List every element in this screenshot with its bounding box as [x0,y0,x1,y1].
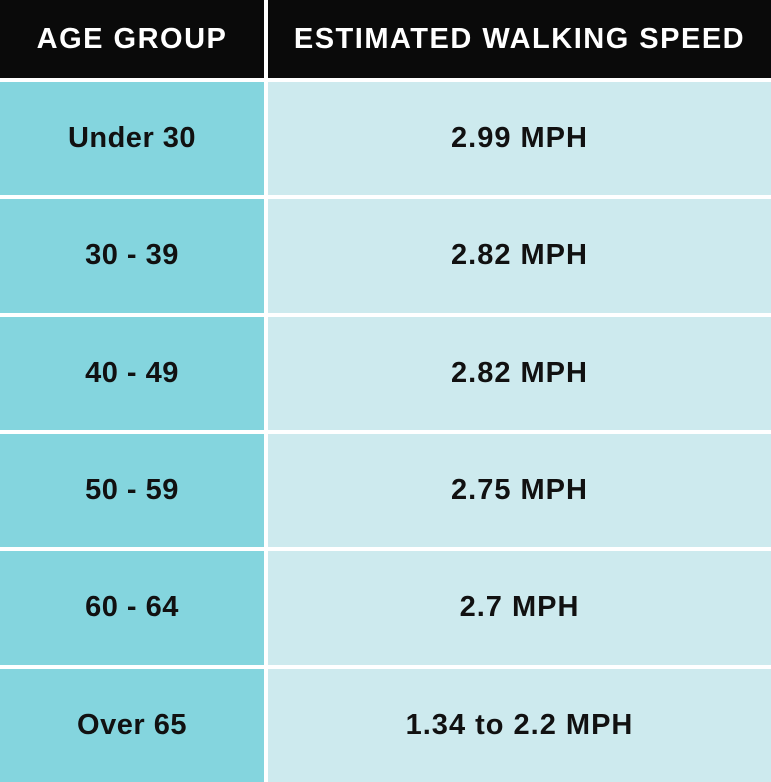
speed-cell-40-49: 2.82 MPH [268,316,771,430]
age-cell-under-30: Under 30 [0,82,264,196]
age-cell-30-39: 30 - 39 [0,199,264,313]
header-cell-walking-speed: ESTIMATED WALKING SPEED [268,0,771,78]
age-cell-over-65: Over 65 [0,668,264,782]
age-cell-60-64: 60 - 64 [0,551,264,665]
speed-cell-50-59: 2.75 MPH [268,434,771,548]
age-cell-40-49: 40 - 49 [0,316,264,430]
speed-cell-under-30: 2.99 MPH [268,82,771,196]
speed-cell-30-39: 2.82 MPH [268,199,771,313]
speed-cell-60-64: 2.7 MPH [268,551,771,665]
speed-cell-over-65: 1.34 to 2.2 MPH [268,668,771,782]
header-cell-age-group: AGE GROUP [0,0,264,78]
age-cell-50-59: 50 - 59 [0,434,264,548]
